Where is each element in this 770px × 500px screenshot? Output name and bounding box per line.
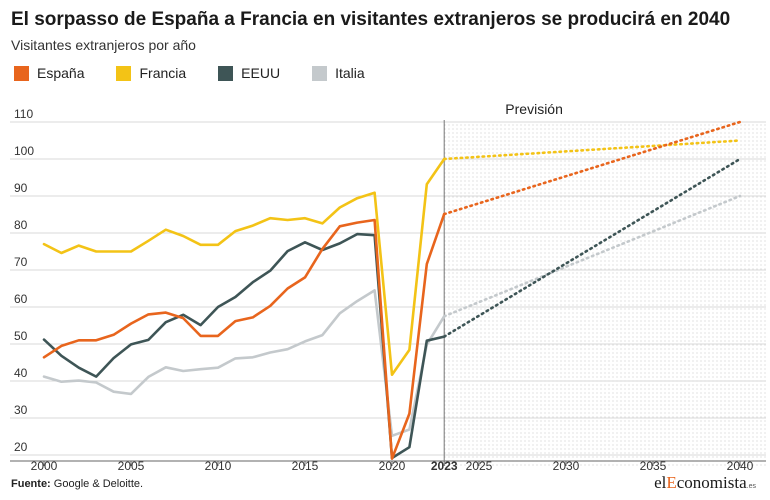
x-tick-label: 2040: [727, 459, 754, 470]
forecast-line-eeuu: [442, 157, 742, 338]
forecast-label: Previsión: [505, 101, 563, 117]
legend-label: EEUU: [241, 65, 281, 81]
y-tick-label: 20: [14, 440, 28, 454]
legend: España Francia EEUU Italia: [14, 64, 397, 82]
legend-item-italia: Italia: [312, 65, 365, 81]
y-tick-label: 110: [14, 107, 33, 121]
chart-subtitle: Visitantes extranjeros por año: [11, 37, 196, 53]
y-tick-label: 100: [14, 144, 34, 158]
legend-item-espana: España: [14, 65, 84, 81]
x-tick-label: 2015: [292, 459, 319, 470]
legend-label: Italia: [335, 65, 365, 81]
y-tick-label: 50: [14, 329, 28, 343]
x-tick-label: 2035: [640, 459, 667, 470]
legend-swatch: [312, 65, 328, 81]
x-tick-label: 2023: [431, 459, 458, 470]
legend-label: Francia: [139, 65, 187, 81]
legend-swatch: [14, 65, 29, 81]
source-text: Google & Deloitte.: [53, 478, 144, 490]
legend-label: España: [37, 65, 85, 81]
series-line-francia: [42, 157, 446, 377]
y-tick-label: 70: [14, 255, 28, 269]
x-tick-label: 2005: [118, 459, 145, 470]
chart-title: El sorpasso de España a Francia en visit…: [11, 9, 731, 30]
series-line-italia: [42, 289, 446, 438]
series-line-espana: [42, 212, 446, 461]
y-tick-label: 90: [14, 181, 28, 195]
forecast-line-italia: [442, 194, 742, 318]
forecast-line-francia: [442, 139, 742, 161]
x-tick-label: 2030: [553, 459, 580, 470]
y-tick-label: 40: [14, 366, 28, 380]
x-tick-label: 2025: [466, 459, 493, 470]
y-tick-label: 30: [14, 403, 28, 417]
source-note: Fuente: Google & Deloitte.: [11, 478, 143, 490]
y-tick-label: 60: [14, 292, 28, 306]
legend-item-francia: Francia: [116, 65, 186, 81]
y-tick-label: 80: [14, 218, 28, 232]
source-label: Fuente:: [11, 478, 51, 490]
x-tick-label: 2000: [31, 459, 58, 470]
x-tick-label: 2020: [379, 459, 406, 470]
legend-swatch: [116, 65, 132, 81]
legend-swatch: [218, 65, 234, 81]
forecast-line-espana: [442, 120, 742, 216]
forecast-region: [444, 122, 766, 467]
legend-item-eeuu: EEUU: [218, 65, 280, 81]
x-tick-label: 2010: [205, 459, 232, 470]
brand-logo: elEconomista.es: [654, 473, 756, 492]
